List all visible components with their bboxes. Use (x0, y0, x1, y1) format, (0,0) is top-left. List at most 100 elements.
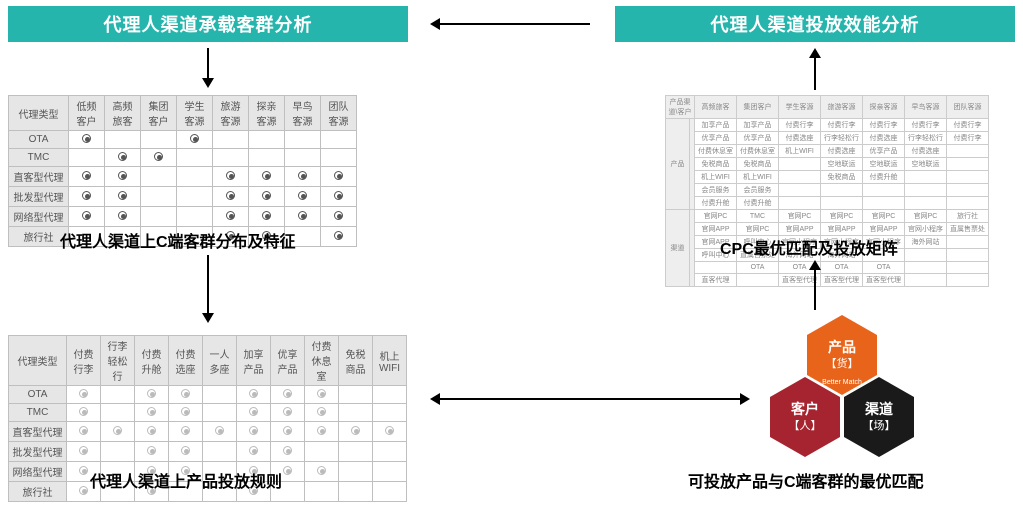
col-header: 付费升舱 (135, 336, 169, 386)
matrix-cell: 付费升舱 (863, 171, 905, 184)
mark-cell (69, 149, 105, 167)
mark-cell (373, 422, 407, 442)
table-customer-distribution: 代理类型低频客户高频旅客集团客户学生客源旅游客源探亲客源早鸟客源团队客源OTAT… (8, 95, 357, 247)
radio-dot-icon (147, 389, 156, 398)
radio-dot-icon (262, 191, 271, 200)
radio-dot-icon (334, 171, 343, 180)
mark-cell (339, 422, 373, 442)
mark-cell (213, 207, 249, 227)
col-header: 付费休息室 (305, 336, 339, 386)
mark-cell (169, 422, 203, 442)
mark-cell (141, 149, 177, 167)
mark-cell (321, 149, 357, 167)
mark-cell (169, 404, 203, 422)
matrix-cell: 加享产品 (737, 119, 779, 132)
radio-dot-icon (147, 407, 156, 416)
matrix-cell (779, 158, 821, 171)
matrix-cell: 付费行李 (821, 119, 863, 132)
matrix-cell (863, 184, 905, 197)
matrix-cell: 空地联运 (905, 158, 947, 171)
col-header: 探亲客源 (249, 96, 285, 131)
radio-dot-icon (147, 446, 156, 455)
caption-1: 代理人渠道上C端客群分布及特征 (60, 228, 296, 252)
radio-dot-icon (226, 191, 235, 200)
col-header: 机上WIFI (373, 336, 407, 386)
radio-dot-icon (249, 446, 258, 455)
banner-left: 代理人渠道承载客群分析 (8, 6, 408, 42)
col-header: 学生客源 (779, 96, 821, 119)
col-header: 集团客户 (141, 96, 177, 131)
matrix-cell: TMC (737, 210, 779, 223)
radio-dot-icon (317, 389, 326, 398)
matrix-cell: 付费行李 (863, 119, 905, 132)
radio-dot-icon (351, 426, 360, 435)
group-label: 渠道 (666, 210, 690, 287)
radio-dot-icon (298, 171, 307, 180)
matrix-cell: 官网PC (695, 210, 737, 223)
banner-right: 代理人渠道投放效能分析 (615, 6, 1015, 42)
radio-dot-icon (181, 446, 190, 455)
radio-dot-icon (79, 407, 88, 416)
col-header: 免税商品 (339, 336, 373, 386)
matrix-cell (737, 274, 779, 287)
matrix-cell: 付费休息室 (737, 145, 779, 158)
mark-cell (321, 187, 357, 207)
col-header: 高频旅客 (695, 96, 737, 119)
matrix-cell (905, 171, 947, 184)
matrix-cell: 官网APP (779, 223, 821, 236)
matrix-cell: 官网PC (779, 210, 821, 223)
matrix-cell (947, 171, 989, 184)
matrix-cell (947, 197, 989, 210)
radio-dot-icon (262, 211, 271, 220)
mark-cell (321, 131, 357, 149)
radio-dot-icon (226, 171, 235, 180)
mark-cell (101, 386, 135, 404)
radio-dot-icon (147, 426, 156, 435)
mark-cell (101, 404, 135, 422)
matrix-cell: 会员服务 (737, 184, 779, 197)
matrix-cell: 免税商品 (821, 171, 863, 184)
matrix-cell (905, 197, 947, 210)
mark-cell (321, 227, 357, 247)
matrix-cell (905, 249, 947, 262)
matrix-cell: 加享产品 (695, 119, 737, 132)
matrix-cell: 免税商品 (737, 158, 779, 171)
mark-cell (105, 207, 141, 227)
mark-cell (67, 422, 101, 442)
matrix-cell: 直客代理 (695, 274, 737, 287)
radio-dot-icon (118, 171, 127, 180)
mark-cell (213, 149, 249, 167)
matrix-cell (947, 145, 989, 158)
table-corner: 产品渠道\客户 (666, 96, 695, 119)
col-header: 早鸟客源 (285, 96, 321, 131)
row-label: OTA (9, 386, 67, 404)
matrix-cell (779, 171, 821, 184)
matrix-cell: 行李轻松行 (905, 132, 947, 145)
row-label: 直客型代理 (9, 167, 69, 187)
matrix-cell (821, 197, 863, 210)
matrix-cell: OTA (821, 262, 863, 274)
matrix-cell: OTA (863, 262, 905, 274)
mark-cell (285, 167, 321, 187)
radio-dot-icon (283, 389, 292, 398)
matrix-cell: 付费行李 (947, 132, 989, 145)
matrix-cell: 官网APP (695, 223, 737, 236)
col-header: 旅游客源 (821, 96, 863, 119)
radio-dot-icon (334, 191, 343, 200)
hex-cluster: 产品 【货】 客户 【人】 渠道 【场】 Better Match (770, 315, 930, 475)
hex-center-label: Better Match (822, 379, 862, 386)
radio-dot-icon (249, 389, 258, 398)
mark-cell (285, 149, 321, 167)
mark-cell (169, 386, 203, 404)
radio-dot-icon (118, 191, 127, 200)
mark-cell (305, 422, 339, 442)
row-label: 批发型代理 (9, 187, 69, 207)
matrix-cell (905, 184, 947, 197)
radio-dot-icon (79, 446, 88, 455)
col-header: 一人多座 (203, 336, 237, 386)
matrix-cell (863, 197, 905, 210)
row-label: 网络型代理 (9, 207, 69, 227)
col-header: 早鸟客源 (905, 96, 947, 119)
radio-dot-icon (298, 191, 307, 200)
radio-dot-icon (190, 134, 199, 143)
